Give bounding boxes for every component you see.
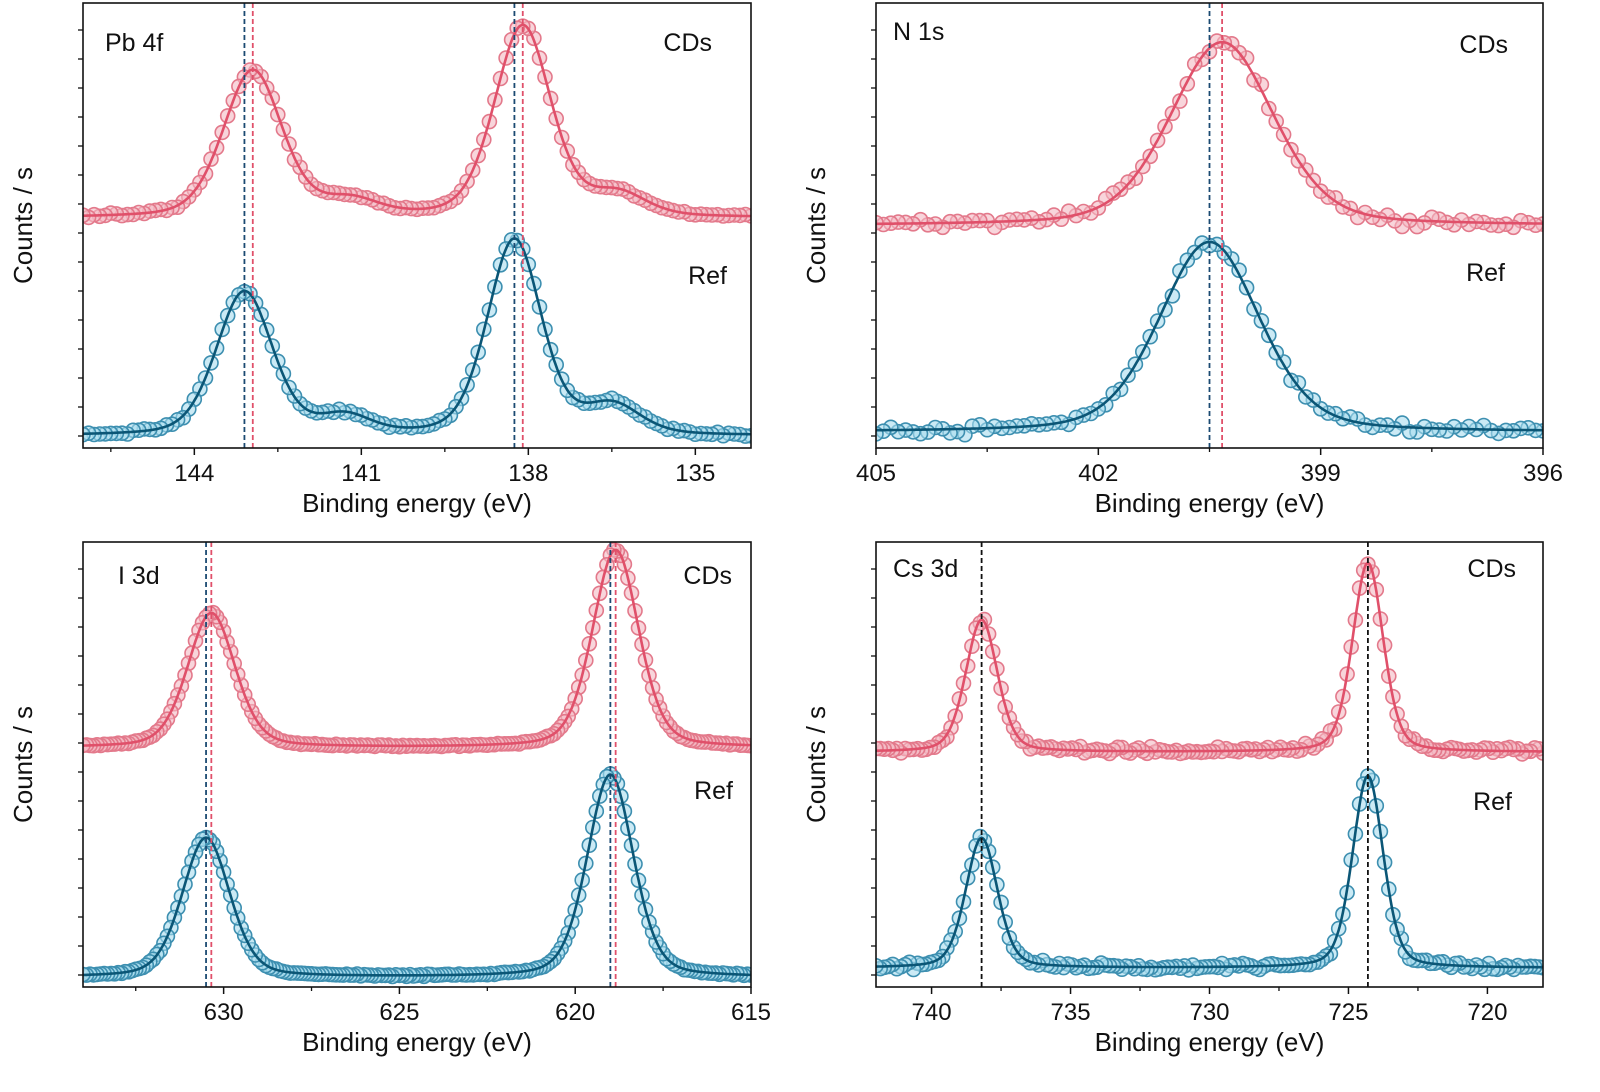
series-cds — [83, 542, 751, 755]
x-tick-label: 399 — [1301, 460, 1341, 487]
panel-pb-4f: 144 141 138 135 Binding energy (eV) Counts / … — [8, 2, 752, 518]
x-tick-label: 402 — [1078, 460, 1118, 487]
panel-cs-3d: 740 735 730 725 720 Binding energy (eV) Counts… — [801, 541, 1544, 1057]
plot-area — [876, 542, 1543, 987]
series-label-ref: Ref — [688, 262, 727, 290]
plot-frame — [82, 541, 752, 988]
x-tick-label: 625 — [379, 999, 419, 1026]
x-tick-label: 735 — [1051, 999, 1091, 1026]
data-point-cds — [1312, 183, 1329, 199]
x-tick-label: 720 — [1467, 999, 1507, 1026]
series-cds — [876, 556, 1543, 762]
series-cds — [83, 18, 751, 226]
series-label-cds: CDs — [1467, 555, 1516, 583]
y-axis-title: Counts / s — [801, 706, 831, 823]
panel-n-1s: 405 402 399 396 Binding energy (eV) Counts / … — [801, 2, 1563, 518]
x-tick-label: 138 — [508, 460, 548, 487]
x-axis-title: Binding energy (eV) — [1095, 1027, 1325, 1057]
data-point-ref — [1283, 372, 1299, 389]
x-tick-label: 615 — [731, 999, 771, 1026]
series-label-ref: Ref — [1473, 788, 1512, 816]
panel-label: N 1s — [893, 18, 944, 46]
panel-i-3d: 630 625 620 615 Binding energy (eV) Counts / … — [8, 541, 771, 1057]
fit-line-cds — [876, 561, 1543, 753]
plot-area — [83, 3, 751, 448]
x-axis-title: Binding energy (eV) — [302, 1027, 532, 1057]
panel-label: Pb 4f — [105, 29, 163, 57]
x-axis-title: Binding energy (eV) — [1095, 488, 1325, 518]
x-tick-label: 740 — [912, 999, 952, 1026]
series-ref — [876, 768, 1543, 978]
x-tick-label: 405 — [856, 460, 896, 487]
x-tick-label: 144 — [174, 460, 214, 487]
x-tick-label: 620 — [555, 999, 595, 1026]
panel-label: I 3d — [118, 562, 160, 590]
x-tick-label: 725 — [1328, 999, 1368, 1026]
y-axis-title: Counts / s — [8, 167, 38, 284]
panel-label: Cs 3d — [893, 555, 958, 583]
fit-line-ref — [83, 237, 751, 436]
plot-frame — [82, 2, 752, 449]
series-ref — [876, 235, 1543, 443]
series-label-ref: Ref — [1466, 259, 1505, 287]
series-label-cds: CDs — [663, 29, 712, 57]
series-ref — [83, 232, 751, 444]
x-tick-label: 135 — [675, 460, 715, 487]
series-label-cds: CDs — [683, 562, 732, 590]
fit-line-cds — [876, 40, 1543, 226]
fit-line-ref — [83, 773, 751, 977]
plot-area — [83, 542, 751, 987]
x-axis-title: Binding energy (eV) — [302, 488, 532, 518]
data-point-ref — [1298, 389, 1314, 405]
series-cds — [876, 33, 1543, 236]
fit-line-ref — [876, 240, 1543, 432]
fit-line-cds — [83, 23, 751, 218]
y-axis-title: Counts / s — [8, 706, 38, 823]
fit-line-ref — [876, 774, 1543, 969]
plot-area — [876, 3, 1543, 448]
series-label-cds: CDs — [1459, 31, 1508, 59]
x-tick-label: 630 — [204, 999, 244, 1026]
fit-line-cds — [83, 548, 751, 748]
y-axis-title: Counts / s — [801, 167, 831, 284]
series-label-ref: Ref — [694, 777, 733, 805]
x-tick-label: 396 — [1523, 460, 1563, 487]
series-ref — [83, 766, 751, 985]
x-tick-label: 141 — [341, 460, 381, 487]
x-tick-label: 730 — [1189, 999, 1229, 1026]
plot-frame — [875, 541, 1544, 988]
